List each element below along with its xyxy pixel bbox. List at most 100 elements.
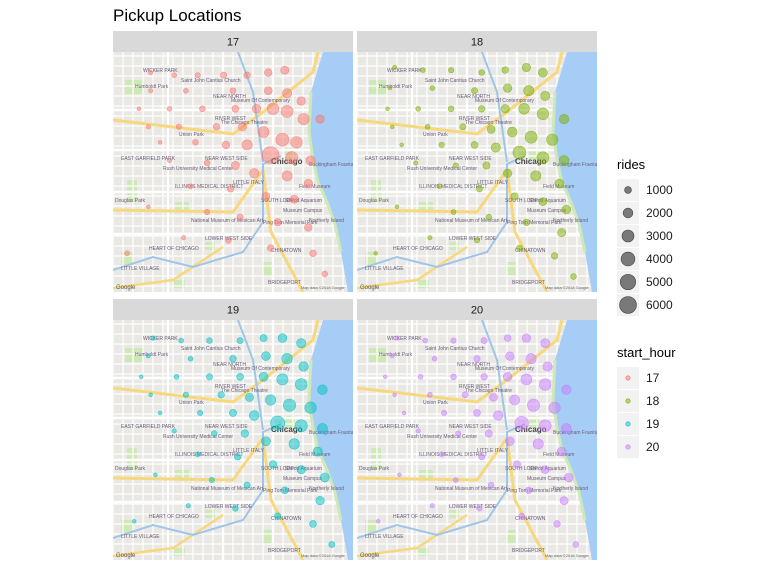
map-place-label: Union Park: [423, 400, 448, 406]
data-point: [173, 374, 180, 380]
data-point: [554, 178, 565, 189]
map-place-label: EAST GARFIELD PARK: [121, 424, 176, 430]
data-point: [559, 114, 570, 125]
data-point: [373, 251, 378, 256]
highway: [261, 437, 305, 560]
data-point: [542, 361, 553, 372]
google-logo: Google: [116, 285, 136, 291]
map-place-label: National Museum of Mexican Art: [435, 486, 508, 492]
data-point: [136, 106, 142, 112]
map-place-label: Rush University Medical Center: [407, 166, 477, 172]
data-point: [187, 355, 194, 362]
data-point: [281, 170, 293, 182]
basemap: WICKER PARK Humboldt Park Saint John Canti…: [113, 320, 353, 560]
map-place-label: LITTLE ITALY: [233, 448, 265, 454]
data-point: [512, 145, 527, 160]
size-legend-key: [621, 229, 635, 243]
points-layer: [376, 333, 579, 548]
data-point: [268, 460, 278, 469]
google-logo: Google: [360, 285, 380, 291]
data-point: [281, 353, 293, 365]
facet-panel-20: 20 WICKER PARK Humboldt Park Saint John Can…: [357, 299, 597, 560]
map-place-label: LOWER WEST SIDE: [449, 236, 497, 242]
map-credit: Map data ©2018 Google: [301, 285, 345, 290]
map-place-label: Humboldt Park: [379, 352, 413, 358]
map-place-label: NEAR NORTH: [213, 94, 246, 100]
map-place-label: Shedd Aquarium: [529, 198, 566, 204]
map-place-label: Rush University Medical Center: [163, 166, 233, 172]
data-point: [401, 410, 407, 416]
data-point: [270, 415, 286, 431]
data-point: [429, 85, 436, 91]
highway: [261, 169, 305, 292]
data-point: [251, 104, 262, 114]
data-point: [559, 496, 569, 506]
park-area: [263, 530, 273, 544]
map-place-label: The Chicago Theatre: [221, 388, 268, 394]
color-legend-label: 19: [646, 417, 660, 431]
map-place-label: ILLINOIS MEDICAL DISTRICT: [419, 452, 487, 458]
map-place-label: Buckingham Fountain: [553, 162, 602, 168]
data-point: [297, 113, 310, 125]
map-place-label: Museum Campus: [283, 208, 323, 214]
data-point: [415, 428, 421, 434]
data-point: [220, 71, 227, 79]
river: [357, 423, 526, 539]
map-place-label: Saint John Cantius Church: [181, 346, 241, 352]
river: [237, 320, 264, 431]
color-legend-key: [625, 375, 631, 381]
park-area: [419, 470, 433, 480]
data-point: [290, 136, 303, 149]
map-place-label: Northerly Island: [309, 486, 344, 492]
facet-strip: [357, 31, 597, 52]
data-point: [383, 374, 388, 379]
data-point: [296, 338, 307, 349]
google-logo: Google: [116, 553, 136, 559]
map-place-label: The Chicago Theatre: [465, 388, 512, 394]
data-point: [328, 541, 336, 548]
map-place-label: BRIDGEPORT: [512, 548, 545, 554]
lake-michigan: [553, 320, 597, 560]
data-point: [232, 505, 239, 512]
size-legend-label: 1000: [646, 183, 673, 197]
size-legend-key: [624, 186, 632, 194]
facet-strip: [357, 299, 597, 320]
map-place-label: Humboldt Park: [135, 84, 169, 90]
data-point: [204, 209, 211, 215]
facet-strip-label: 18: [471, 37, 483, 49]
map-place-label: Museum Campus: [283, 476, 323, 482]
data-point: [199, 105, 206, 113]
size-legend-label: 3000: [646, 229, 673, 243]
data-point: [387, 85, 393, 91]
data-point: [124, 250, 130, 257]
map-place-label: Ping Tom Memorial Park: [507, 488, 562, 494]
data-point: [546, 133, 559, 146]
lakeshore-park: [307, 91, 343, 253]
data-point: [296, 96, 306, 106]
map-place-label: HEART OF CHICAGO: [393, 514, 443, 520]
data-point: [182, 391, 189, 398]
data-point: [171, 428, 177, 434]
data-point: [296, 465, 306, 475]
park-area: [419, 202, 433, 212]
data-point: [532, 438, 544, 450]
data-point: [447, 105, 455, 113]
facet-strip-label: 20: [471, 305, 483, 317]
data-point: [536, 151, 550, 165]
data-point: [394, 335, 400, 341]
data-point: [225, 237, 232, 244]
park-area: [507, 530, 517, 544]
data-point: [501, 66, 509, 74]
map-place-label: National Museum of Mexican Art: [435, 218, 508, 224]
data-point: [521, 333, 531, 343]
map-place-label: National Museum of Mexican Art: [191, 218, 264, 224]
map-place-label: HEART OF CHICAGO: [149, 514, 199, 520]
data-point: [427, 392, 433, 398]
data-point: [178, 337, 184, 344]
map-place-label: Saint John Cantius Church: [181, 78, 241, 84]
color-legend-label: 17: [646, 371, 660, 385]
map-place-label: LOWER WEST SIDE: [205, 504, 253, 510]
map-place-label: WICKER PARK: [143, 336, 178, 342]
size-legend-label: 6000: [646, 298, 673, 312]
map-place-label: BRIDGEPORT: [268, 280, 301, 286]
